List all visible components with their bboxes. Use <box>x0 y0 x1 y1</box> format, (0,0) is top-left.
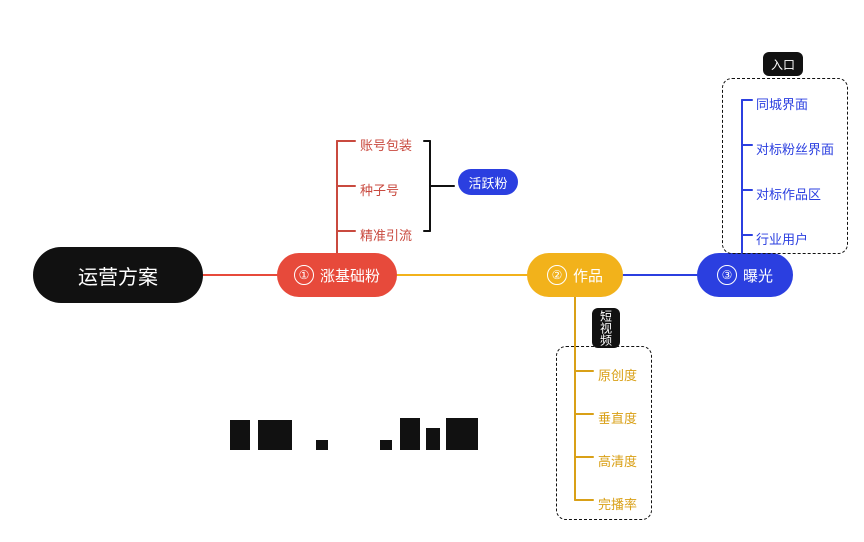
watermark-block <box>400 418 420 450</box>
branch-label: 对标作品区 <box>756 184 821 203</box>
watermark-block <box>446 418 478 450</box>
node-3-tag-label: 入口 <box>771 56 795 73</box>
node-2-tag-label: 短视频 <box>598 310 615 346</box>
branch-label: 垂直度 <box>598 408 637 427</box>
node-3-number: ③ <box>717 265 737 285</box>
node-3-label: 曝光 <box>743 265 773 286</box>
node-2: ② 作品 <box>527 253 623 297</box>
active-fans-label: 活跃粉 <box>468 173 507 192</box>
active-fans-pill: 活跃粉 <box>458 169 518 195</box>
node-3-tag-title: 入口 <box>763 52 803 76</box>
watermark-block <box>316 440 328 450</box>
branch-label: 原创度 <box>598 365 637 384</box>
branch-label: 高清度 <box>598 451 637 470</box>
root-node: 运营方案 <box>33 247 203 303</box>
node-2-tag-title: 短视频 <box>592 308 620 348</box>
branch-label: 同城界面 <box>756 94 808 113</box>
branch-label: 对标粉丝界面 <box>756 139 834 158</box>
watermark-block <box>380 440 392 450</box>
watermark-block <box>258 420 292 450</box>
node-3: ③ 曝光 <box>697 253 793 297</box>
watermark-block <box>230 420 250 450</box>
branch-label: 完播率 <box>598 494 637 513</box>
branch-label: 账号包装 <box>360 135 412 154</box>
branch-label: 行业用户 <box>756 229 808 248</box>
node-1-label: 涨基础粉 <box>320 265 380 286</box>
branch-label: 种子号 <box>360 180 399 199</box>
node-1-number: ① <box>294 265 314 285</box>
mindmap-stage: { "type": "mindmap", "canvas": { "width"… <box>0 0 864 542</box>
node-2-number: ② <box>547 265 567 285</box>
root-label: 运营方案 <box>78 261 158 290</box>
node-2-label: 作品 <box>573 265 603 286</box>
branch-label: 精准引流 <box>360 225 412 244</box>
node-1: ① 涨基础粉 <box>277 253 397 297</box>
watermark-block <box>426 428 440 450</box>
